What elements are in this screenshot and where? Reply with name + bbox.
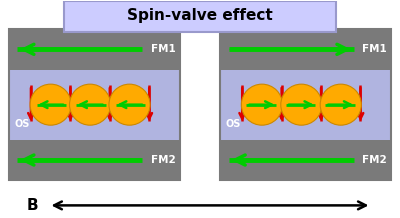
Bar [9,70,180,140]
Bar [220,29,391,70]
Ellipse shape [70,84,111,125]
Ellipse shape [320,84,361,125]
Text: FM2: FM2 [362,155,386,165]
Ellipse shape [281,84,322,125]
Text: Spin-valve effect: Spin-valve effect [127,8,273,23]
Text: FM1: FM1 [362,44,386,54]
Text: B: B [27,198,38,213]
Bar [9,140,180,181]
Text: OS: OS [226,119,241,129]
Bar [220,29,391,181]
Text: FM2: FM2 [150,155,175,165]
Bar [220,140,391,181]
Ellipse shape [109,84,150,125]
Bar [9,29,180,181]
Bar [9,29,180,70]
Bar [220,70,391,140]
Text: OS: OS [14,119,30,129]
Text: FM1: FM1 [150,44,175,54]
FancyBboxPatch shape [64,1,336,32]
Ellipse shape [241,84,282,125]
Ellipse shape [30,84,71,125]
